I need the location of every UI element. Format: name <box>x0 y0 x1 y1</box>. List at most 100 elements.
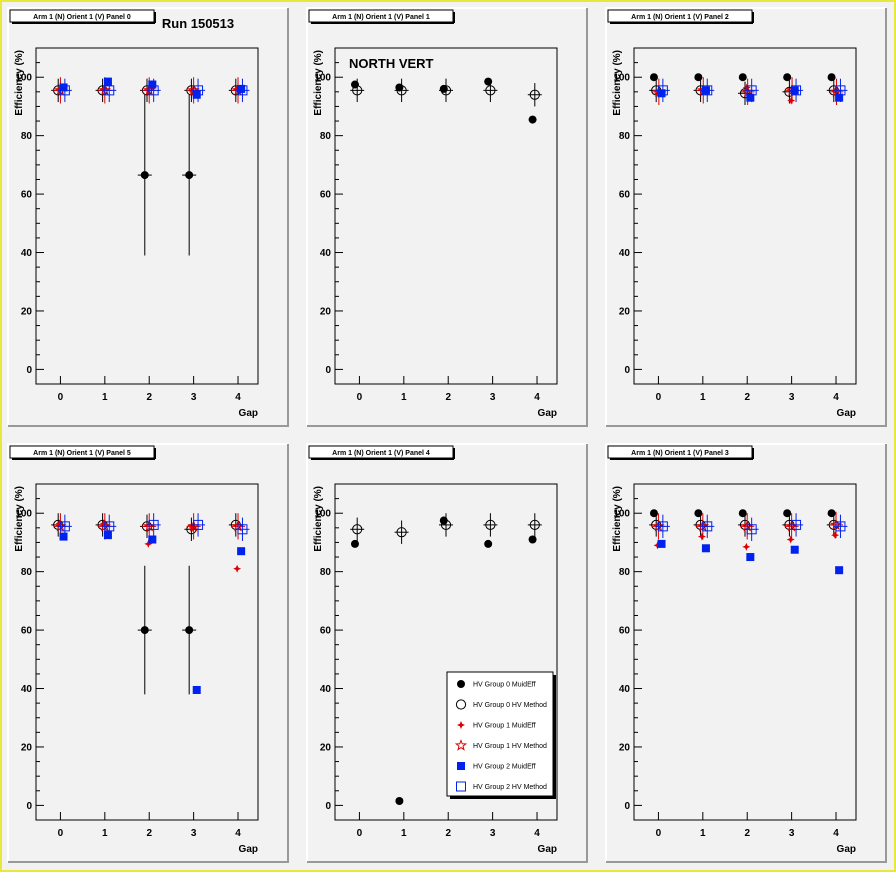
data-point <box>59 83 68 92</box>
x-axis: 0 1 2 3 4 <box>357 812 540 839</box>
x-tick-label: 4 <box>235 828 241 839</box>
series-hv-group-0-muideff <box>137 565 197 695</box>
x-tick-label: 2 <box>445 828 451 839</box>
panel-border-dark <box>606 8 887 427</box>
y-tick-label: 60 <box>619 190 631 201</box>
y-tick-label: 0 <box>26 801 32 812</box>
panel-title: Arm 1 (N) Orient 1 (V) Panel 4 <box>332 450 430 457</box>
data-point <box>697 532 706 541</box>
panel-annotation: NORTH VERT <box>349 56 434 71</box>
x-tick-label: 1 <box>700 392 706 403</box>
y-axis: 0 20 40 60 80 100 <box>613 498 642 812</box>
x-tick-label: 2 <box>146 828 152 839</box>
x-tick-label: 0 <box>357 392 363 403</box>
data-point <box>192 685 201 694</box>
data-point <box>485 85 496 96</box>
data-point <box>657 539 666 548</box>
panel-title: Arm 1 (N) Orient 1 (V) Panel 1 <box>332 14 430 21</box>
data-point <box>746 524 757 535</box>
y-tick-label: 100 <box>314 73 331 84</box>
legend-label: HV Group 1 HV Method <box>473 743 547 750</box>
panel-title-box: Arm 1 (N) Orient 1 (V) Panel 5 <box>9 445 156 460</box>
panel-background <box>8 8 288 426</box>
panel-title-box: Arm 1 (N) Orient 1 (V) Panel 2 <box>607 9 754 24</box>
x-tick-label: 1 <box>102 828 108 839</box>
data-point <box>738 509 747 518</box>
data-point <box>148 519 159 530</box>
legend-marker <box>457 721 465 729</box>
data-point <box>140 171 149 180</box>
y-axis-title: Efficiency (%) <box>14 486 25 552</box>
panel-border-dark <box>8 444 289 863</box>
data-point <box>694 73 703 82</box>
data-point <box>701 544 710 553</box>
panel-title: Arm 1 (N) Orient 1 (V) Panel 2 <box>631 14 729 21</box>
panel-border-dark <box>307 8 588 427</box>
data-point <box>140 626 149 635</box>
panel-3: Arm 1 (N) Orient 1 (V) Panel 50204060801… <box>7 443 289 863</box>
x-tick-label: 2 <box>744 828 750 839</box>
y-tick-label: 80 <box>619 131 631 142</box>
y-tick-label: 80 <box>619 567 631 578</box>
y-tick-label: 20 <box>619 306 631 317</box>
y-tick-label: 40 <box>619 684 631 695</box>
legend-marker <box>457 762 465 770</box>
data-point <box>702 85 713 96</box>
data-point <box>484 539 493 548</box>
x-tick-label: 3 <box>490 828 496 839</box>
plot-frame <box>633 47 857 385</box>
y-tick-label: 60 <box>21 626 33 637</box>
data-point <box>237 84 246 93</box>
panel-background <box>606 8 886 426</box>
x-tick-label: 4 <box>833 392 839 403</box>
y-axis: 0 20 40 60 80 100 <box>15 498 44 812</box>
data-point <box>237 524 248 535</box>
x-axis: 0 1 2 3 4 <box>58 376 241 403</box>
x-tick-label: 1 <box>401 828 407 839</box>
y-tick-label: 80 <box>320 567 332 578</box>
legend-marker <box>455 699 467 710</box>
x-tick-label: 4 <box>534 828 540 839</box>
data-point <box>746 553 755 562</box>
y-tick-label: 20 <box>320 306 332 317</box>
data-point <box>657 521 668 532</box>
panel-background <box>8 444 288 862</box>
y-tick-label: 40 <box>619 248 631 259</box>
x-tick-label: 3 <box>191 828 197 839</box>
data-point <box>827 509 836 518</box>
legend-label: HV Group 2 HV Method <box>473 784 547 791</box>
y-tick-label: 0 <box>325 801 331 812</box>
data-point <box>529 89 540 100</box>
legend-label: HV Group 1 MuidEff <box>473 723 536 730</box>
data-point <box>746 93 755 102</box>
x-tick-label: 4 <box>534 392 540 403</box>
data-point <box>787 96 796 105</box>
y-tick-label: 20 <box>320 742 332 753</box>
panel-title-box: Arm 1 (N) Orient 1 (V) Panel 1 <box>308 9 455 24</box>
data-point <box>352 524 363 535</box>
data-point <box>103 531 112 540</box>
y-tick-label: 20 <box>21 742 33 753</box>
data-point <box>440 85 452 96</box>
data-point <box>835 93 844 102</box>
series-hv-group-0-hv-method <box>350 78 542 107</box>
y-axis-title: Efficiency (%) <box>14 50 25 116</box>
data-point <box>702 521 713 532</box>
x-tick-label: 3 <box>789 392 795 403</box>
legend-marker <box>456 781 466 792</box>
y-axis-title: Efficiency (%) <box>313 50 324 116</box>
y-tick-label: 20 <box>21 306 33 317</box>
x-tick-label: 3 <box>789 828 795 839</box>
data-point <box>657 89 666 98</box>
data-point <box>831 531 840 540</box>
panel-border-dark <box>8 8 289 427</box>
plot-frame <box>35 483 259 821</box>
data-point <box>104 521 115 532</box>
x-axis-title: Gap <box>538 844 557 855</box>
panel-background <box>307 444 587 862</box>
data-point <box>835 566 844 575</box>
panel-5: Arm 1 (N) Orient 1 (V) Panel 30204060801… <box>605 443 887 863</box>
x-tick-label: 3 <box>191 392 197 403</box>
